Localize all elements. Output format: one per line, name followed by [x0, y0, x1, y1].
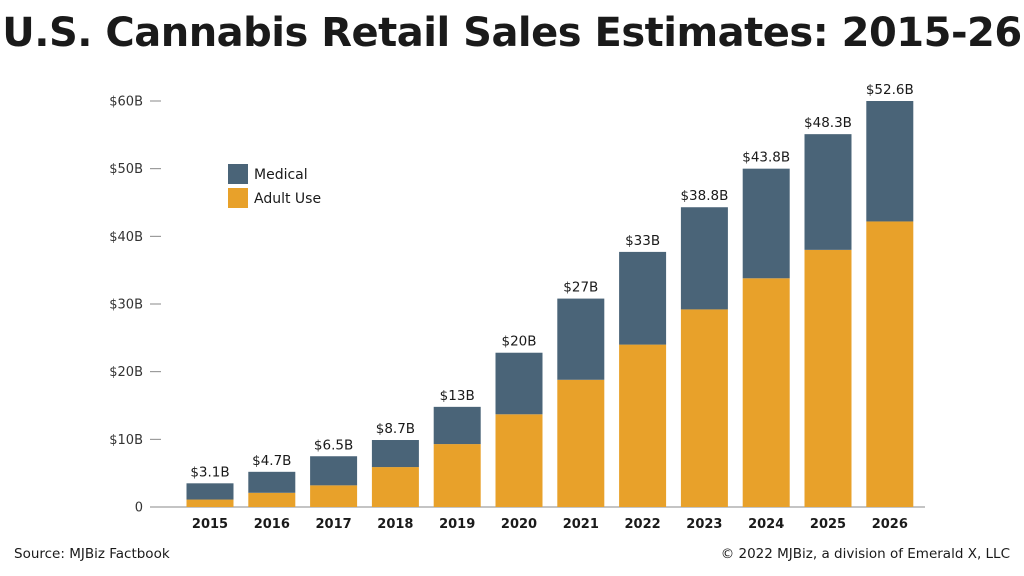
y-tick-label: $60B: [109, 95, 143, 110]
bar-total-label: $33B: [625, 233, 660, 249]
bar-total-label: $3.1B: [190, 464, 229, 480]
legend-swatch: [228, 164, 248, 184]
x-tick-label: 2017: [316, 517, 352, 532]
bar-adult-use-2017: [310, 485, 358, 507]
x-tick-label: 2019: [439, 517, 475, 532]
bar-total-label: $8.7B: [376, 421, 415, 437]
bar-medical-2026: [866, 101, 914, 222]
bar-medical-2025: [804, 134, 852, 250]
bar-medical-2024: [742, 168, 790, 279]
bar-total-label: $38.8B: [680, 188, 728, 204]
x-tick-label: 2020: [501, 517, 537, 532]
chart-title: U.S. Cannabis Retail Sales Estimates: 20…: [2, 10, 1022, 56]
bar-medical-2020: [495, 352, 543, 415]
x-tick-label: 2021: [563, 517, 599, 532]
bar-medical-2016: [248, 471, 296, 493]
bar-total-label: $20B: [501, 334, 536, 350]
x-tick-label: 2023: [686, 517, 722, 532]
bar-total-label: $48.3B: [804, 115, 852, 131]
bar-total-label: $43.8B: [742, 150, 790, 166]
bar-medical-2017: [310, 456, 358, 486]
bar-total-label: $6.5B: [314, 437, 353, 453]
bar-total-label: $27B: [563, 280, 598, 296]
bar-adult-use-2025: [804, 249, 852, 507]
bar-adult-use-2020: [495, 414, 543, 507]
x-tick-label: 2026: [872, 517, 908, 532]
y-tick-label: 0: [135, 501, 143, 516]
bar-medical-2019: [433, 406, 481, 445]
legend-swatch: [228, 188, 248, 208]
y-tick-label: $50B: [109, 162, 143, 177]
bar-total-label: $4.7B: [252, 453, 291, 469]
bar-adult-use-2019: [433, 444, 481, 507]
bar-adult-use-2024: [742, 278, 790, 507]
x-tick-label: 2016: [254, 517, 290, 532]
bar-adult-use-2016: [248, 492, 296, 507]
bar-adult-use-2026: [866, 221, 914, 508]
bar-medical-2022: [619, 251, 667, 345]
x-tick-label: 2015: [192, 517, 228, 532]
x-tick-label: 2025: [810, 517, 846, 532]
bar-adult-use-2018: [371, 467, 419, 507]
bar-medical-2015: [186, 483, 234, 500]
copyright-note: © 2022 MJBiz, a division of Emerald X, L…: [720, 546, 1010, 562]
bar-medical-2021: [557, 298, 605, 380]
bar-adult-use-2023: [680, 309, 728, 507]
bar-medical-2023: [680, 207, 728, 310]
x-tick-label: 2024: [748, 517, 784, 532]
bar-total-label: $52.6B: [866, 82, 914, 98]
x-tick-label: 2018: [377, 517, 413, 532]
y-tick-label: $10B: [109, 433, 143, 448]
legend-label: Medical: [254, 167, 308, 183]
x-tick-label: 2022: [625, 517, 661, 532]
source-note: Source: MJBiz Factbook: [14, 546, 170, 562]
bar-adult-use-2022: [619, 344, 667, 507]
legend-label: Adult Use: [254, 191, 321, 207]
bar-adult-use-2015: [186, 499, 234, 507]
bar-medical-2018: [371, 440, 419, 468]
y-tick-label: $30B: [109, 298, 143, 313]
bar-total-label: $13B: [440, 388, 475, 404]
bar-adult-use-2021: [557, 379, 605, 507]
y-tick-label: $40B: [109, 230, 143, 245]
y-tick-label: $20B: [109, 365, 143, 380]
